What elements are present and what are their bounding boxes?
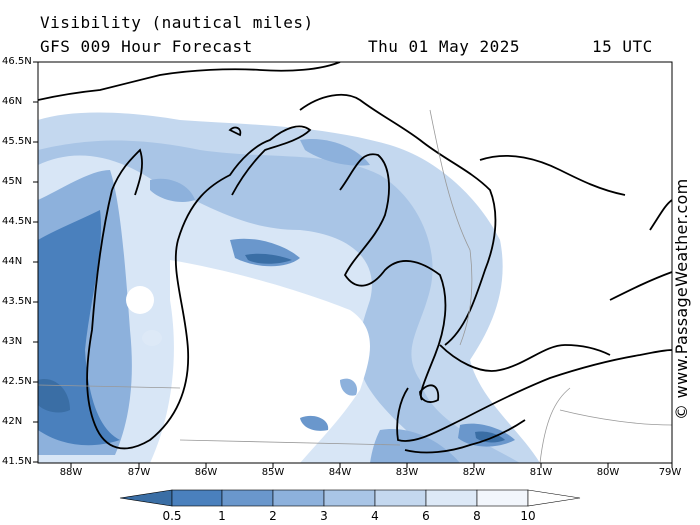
state-borders bbox=[38, 109, 672, 463]
lat-label: 46.5N bbox=[2, 56, 32, 67]
visibility-field bbox=[38, 112, 540, 463]
forecast-label: GFS 009 Hour Forecast bbox=[40, 37, 253, 56]
colorbar bbox=[119, 489, 581, 507]
colorbar-tick-label: 3 bbox=[320, 509, 328, 523]
coastlines bbox=[38, 62, 672, 454]
lon-label: 86W bbox=[194, 467, 218, 478]
lat-label: 43.5N bbox=[2, 296, 32, 307]
credit-label: © www.PassageWeather.com bbox=[672, 178, 691, 420]
colorbar-tick-label: 1 bbox=[218, 509, 226, 523]
lat-label: 42N bbox=[2, 416, 23, 427]
colorbar-tick-label: 2 bbox=[269, 509, 277, 523]
lon-label: 82W bbox=[462, 467, 486, 478]
lon-label: 84W bbox=[328, 467, 352, 478]
forecast-time: 15 UTC bbox=[592, 37, 653, 56]
colorbar-tick-label: 8 bbox=[473, 509, 481, 523]
colorbar-tick-label: 0.5 bbox=[162, 509, 182, 523]
lat-label: 44N bbox=[2, 256, 23, 267]
lat-label: 43N bbox=[2, 336, 23, 347]
lat-label: 45N bbox=[2, 176, 23, 187]
lon-label: 85W bbox=[261, 467, 285, 478]
lat-label: 42.5N bbox=[2, 376, 32, 387]
map-area bbox=[38, 62, 672, 463]
colorbar-tick-label: 6 bbox=[422, 509, 430, 523]
map-title: Visibility (nautical miles) bbox=[40, 13, 314, 32]
lon-label: 83W bbox=[395, 467, 419, 478]
lat-label: 45.5N bbox=[2, 136, 32, 147]
lat-label: 41.5N bbox=[2, 456, 32, 467]
colorbar-tick-label: 10 bbox=[520, 509, 536, 523]
lon-label: 87W bbox=[127, 467, 151, 478]
axis-ticks bbox=[33, 61, 673, 468]
forecast-date: Thu 01 May 2025 bbox=[368, 37, 520, 56]
lat-label: 46N bbox=[2, 96, 23, 107]
colorbar-tick-label: 4 bbox=[371, 509, 379, 523]
lon-label: 88W bbox=[59, 467, 83, 478]
lon-label: 81W bbox=[529, 467, 553, 478]
lon-label: 79W bbox=[658, 467, 682, 478]
lon-label: 80W bbox=[596, 467, 620, 478]
lat-label: 44.5N bbox=[2, 216, 32, 227]
